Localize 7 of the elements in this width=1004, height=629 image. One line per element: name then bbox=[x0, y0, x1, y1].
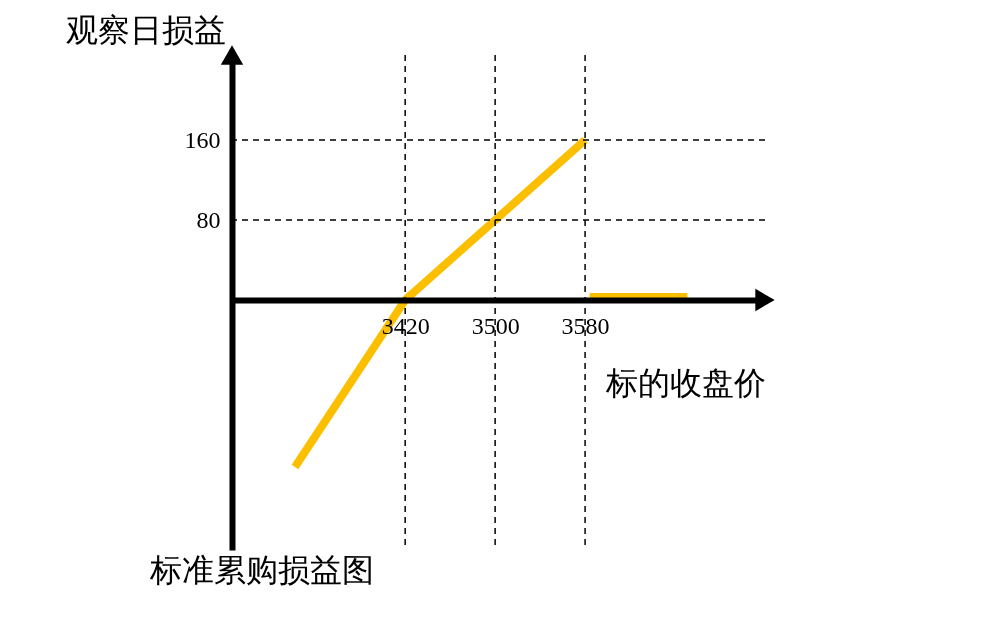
text: 标准累购损益图 bbox=[149, 551, 374, 588]
x-axis-title: 标的收盘价 bbox=[604, 364, 766, 401]
x-tick-label: 3580 bbox=[561, 312, 610, 339]
y-tick-label: 160 bbox=[184, 126, 221, 153]
x-tick-label: 3500 bbox=[471, 312, 520, 339]
y-axis-title: 观察日损益 bbox=[65, 11, 226, 48]
y-tick-label: 80 bbox=[196, 206, 221, 233]
